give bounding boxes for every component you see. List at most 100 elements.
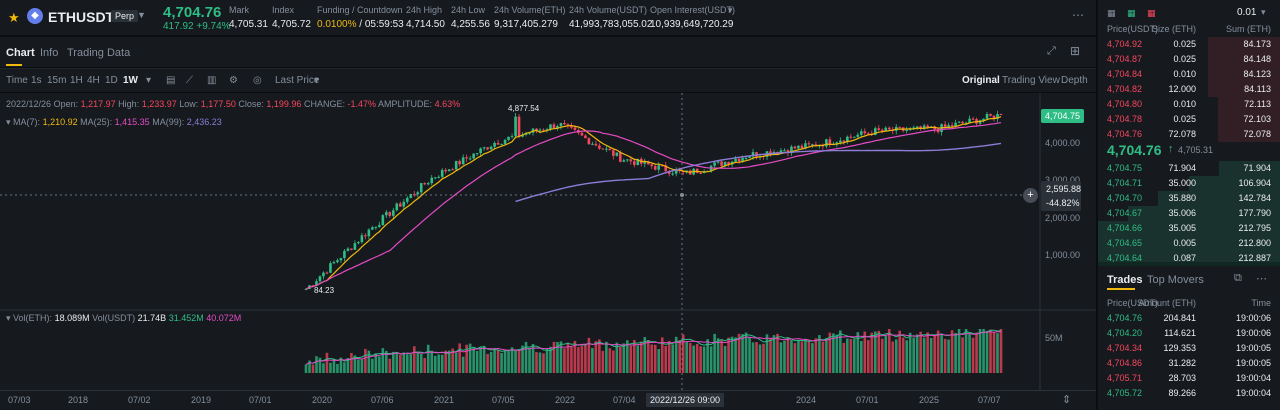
interval-1s[interactable]: 1s [31,75,42,86]
ask-row[interactable]: 4,704.80 0.010 72.113 [1098,97,1280,112]
candle-body [811,144,814,146]
sum-cell: 72.113 [1244,99,1271,109]
layout-grid-icon[interactable]: ⊞ [1070,44,1081,58]
volume-bar [825,338,828,373]
mid-price[interactable]: 4,704.76 [1107,142,1162,158]
bid-row[interactable]: 4,704.71 35.000 106.904 [1098,176,1280,191]
time-tick: 2018 [68,395,89,405]
volume-bar [692,345,695,373]
volume-bar [678,340,681,373]
ask-row[interactable]: 4,704.84 0.010 84.123 [1098,67,1280,82]
tab-trades[interactable]: Trades [1107,274,1143,286]
depth-bar [1098,221,1280,236]
tab-chart[interactable]: Chart [6,47,35,59]
ob-view-both-icon[interactable]: ▦ [1107,8,1116,18]
bid-row[interactable]: 4,704.75 71.904 71.904 [1098,161,1280,176]
interval-1w[interactable]: 1W [123,75,138,86]
price-cell: 4,704.78 [1107,114,1143,124]
candle-body [887,127,891,130]
candle-body [318,276,322,282]
ma-toggle-icon[interactable]: ▾ [6,117,11,127]
candle-body [964,122,968,124]
volume-bar [814,338,818,373]
candle-body [863,131,867,134]
size-cell: 35.880 [1168,193,1196,203]
symbol-name[interactable]: ETHUSDT [48,9,115,25]
popout-icon[interactable]: ⧉ [1234,272,1242,284]
axis-reset-icon[interactable]: ⇕ [1062,394,1072,406]
time-tick: 07/01 [856,395,879,405]
volume-bar [706,339,709,373]
star-icon[interactable]: ★ [8,10,20,25]
ob-view-bids-icon[interactable]: ▦ [1127,8,1136,18]
volume-bar [674,336,678,373]
trade-row[interactable]: 4,705.72 89.266 19:00:04 [1098,386,1280,401]
size-cell: 12.000 [1168,84,1196,94]
volume-bar [716,338,720,373]
price-chart[interactable]: 2022/12/26 Open: 1,217.97 High: 1,233.97… [0,93,1096,410]
interval-dropdown-icon[interactable]: ▾ [146,75,152,86]
candle-body [849,136,853,138]
gauge-icon[interactable]: ◎ [253,75,262,86]
ohlc-date: 2022/12/26 [6,99,52,109]
expand-icon[interactable]: ⤢ [1047,45,1056,57]
add-alert-icon[interactable]: + [1023,188,1038,203]
settings-icon[interactable]: ⚙ [229,75,238,86]
chevron-down-icon[interactable]: ▾ [728,5,733,15]
active-tab-indicator [1107,288,1135,290]
bid-row[interactable]: 4,704.70 35.880 142.784 [1098,191,1280,206]
volume-bar [915,334,919,373]
trade-row[interactable]: 4,704.34 129.353 19:00:05 [1098,341,1280,356]
volume-bar [720,339,723,373]
candlestick-plot[interactable] [0,93,1096,410]
volume-bar [940,333,943,373]
chevron-down-icon[interactable]: ▼ [137,10,146,20]
draw-tool-icon[interactable]: ⟋ [186,75,193,86]
ask-row[interactable]: 4,704.87 0.025 84.148 [1098,52,1280,67]
vol-toggle-icon[interactable]: ▾ [6,313,11,323]
chevron-down-icon[interactable]: ▾ [1261,7,1266,17]
indicator-icon[interactable]: ▤ [166,75,176,86]
ob-view-asks-icon[interactable]: ▦ [1147,8,1156,18]
trade-row[interactable]: 4,705.71 28.703 19:00:04 [1098,371,1280,386]
ask-row[interactable]: 4,704.92 0.025 84.173 [1098,37,1280,52]
more-icon[interactable]: ⋯ [1256,273,1267,285]
volume-bar [605,341,608,373]
ask-row[interactable]: 4,704.82 12.000 84.113 [1098,82,1280,97]
interval-1h[interactable]: 1H [70,75,83,86]
trade-row[interactable]: 4,704.86 31.282 19:00:05 [1098,356,1280,371]
ask-row[interactable]: 4,704.76 72.078 72.078 [1098,127,1280,142]
candle-body [797,145,800,149]
chart-type-icon[interactable]: ▥ [207,75,217,86]
tab-top-movers[interactable]: Top Movers [1147,274,1204,286]
depth-bar [1208,67,1280,82]
interval-15m[interactable]: 15m [47,75,67,86]
view-original[interactable]: Original [962,75,1000,86]
ask-row[interactable]: 4,704.78 0.025 72.103 [1098,112,1280,127]
view-depth[interactable]: Depth [1061,75,1088,86]
volume-bar [818,335,821,373]
tab-info[interactable]: Info [40,47,59,59]
candle-body [720,161,723,166]
volume-bar [793,343,797,373]
bid-row[interactable]: 4,704.67 35.006 177.790 [1098,206,1280,221]
more-icon[interactable]: ⋯ [1072,8,1084,22]
volume-bar [329,362,332,373]
interval-4h[interactable]: 4H [87,75,100,86]
candle-body [954,122,957,127]
vol-ma1-line [305,329,1001,366]
bid-row[interactable]: 4,704.65 0.005 212.800 [1098,236,1280,251]
trade-row[interactable]: 4,704.20 114.621 19:00:06 [1098,326,1280,341]
candle-body [594,143,598,146]
tick-size-select[interactable]: 0.01 [1237,7,1257,18]
bid-row[interactable]: 4,704.66 35.005 212.795 [1098,221,1280,236]
trade-row[interactable]: 4,704.76 204.841 19:00:06 [1098,311,1280,326]
volume-bar [381,348,385,373]
interval-1d[interactable]: 1D [105,75,118,86]
candle-body [699,172,702,174]
view-trading-view[interactable]: Trading View [1002,75,1060,86]
price-type-select[interactable]: Last Price [275,75,320,86]
bid-row[interactable]: 4,704.64 0.087 212.887 [1098,251,1280,266]
tab-trading-data[interactable]: Trading Data [67,47,131,59]
chevron-down-icon[interactable]: ▾ [314,75,320,86]
